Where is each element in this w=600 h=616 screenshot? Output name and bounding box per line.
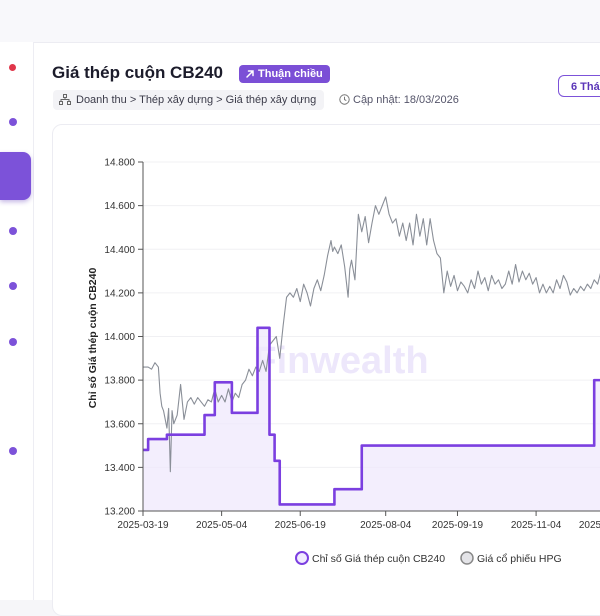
- sidebar: [0, 42, 34, 600]
- trend-badge: Thuận chiều: [239, 65, 330, 83]
- updated-text: Cập nhật: 18/03/2026: [353, 94, 459, 106]
- sidebar-item-3-icon[interactable]: [9, 282, 17, 290]
- y-tick-label: 14.400: [104, 245, 135, 256]
- clock-icon: [339, 94, 350, 105]
- legend-label-primary[interactable]: Chỉ số Giá thép cuộn CB240: [312, 553, 445, 565]
- notification-dot-icon[interactable]: [9, 64, 16, 71]
- primary-series-area: [143, 327, 600, 511]
- legend-marker-primary[interactable]: [295, 551, 309, 565]
- y-tick-label: 14.000: [104, 332, 135, 343]
- price-chart: Finwealth 13.200 13.400 13.600 13.800 14.000…: [87, 158, 600, 565]
- x-tick-label: 2025-06-19: [275, 520, 327, 531]
- y-tick-label: 13.800: [104, 376, 135, 387]
- breadcrumb: Doanh thu > Thép xây dựng > Giá thép xây…: [53, 90, 325, 110]
- legend-marker-secondary[interactable]: [460, 551, 474, 565]
- x-tick-label: 2025-12-20: [579, 520, 600, 531]
- legend-label-secondary[interactable]: Giá cổ phiếu HPG: [477, 553, 562, 565]
- sidebar-item-2-icon[interactable]: [9, 227, 17, 235]
- x-tick-label: 2025-08-04: [360, 520, 412, 531]
- sidebar-item-active[interactable]: [0, 152, 31, 200]
- y-tick-label: 14.600: [104, 201, 135, 212]
- hierarchy-icon: [59, 94, 71, 105]
- y-tick-label: 13.400: [104, 463, 135, 474]
- trend-badge-label: Thuận chiều: [258, 68, 323, 80]
- y-tick-label: 13.200: [104, 507, 135, 518]
- x-tick-label: 2025-03-19: [117, 520, 169, 531]
- sidebar-item-4-icon[interactable]: [9, 338, 17, 346]
- page-title: Giá thép cuộn CB240: [52, 63, 223, 82]
- updated-date: Cập nhật: 18/03/2026: [339, 92, 459, 108]
- steel-price-index-line: [143, 326, 600, 506]
- chart-watermark: Finwealth: [253, 340, 428, 382]
- x-tick-label: 2025-05-04: [196, 520, 248, 531]
- legend: Chỉ số Giá thép cuộn CB240 Giá cổ phiếu …: [295, 551, 562, 565]
- chart-card: Finwealth 13.200 13.400 13.600 13.800 14.000…: [52, 124, 600, 616]
- x-tick-label: 2025-09-19: [432, 520, 484, 531]
- sidebar-item-1-icon[interactable]: [9, 118, 17, 126]
- period-select-button[interactable]: 6 Tháng: [558, 75, 600, 97]
- y-axis-label: Chỉ số Giá thép cuộn CB240: [87, 268, 99, 409]
- y-tick-label: 13.600: [104, 419, 135, 430]
- top-bar: [0, 0, 600, 43]
- y-tick-label: 14.200: [104, 288, 135, 299]
- y-tick-label: 14.800: [104, 158, 135, 169]
- x-tick-label: 2025-11-04: [511, 520, 562, 531]
- arrow-up-right-icon: [246, 70, 254, 78]
- sidebar-item-5-icon[interactable]: [9, 447, 17, 455]
- breadcrumb-text: Doanh thu > Thép xây dựng > Giá thép xây…: [76, 94, 317, 106]
